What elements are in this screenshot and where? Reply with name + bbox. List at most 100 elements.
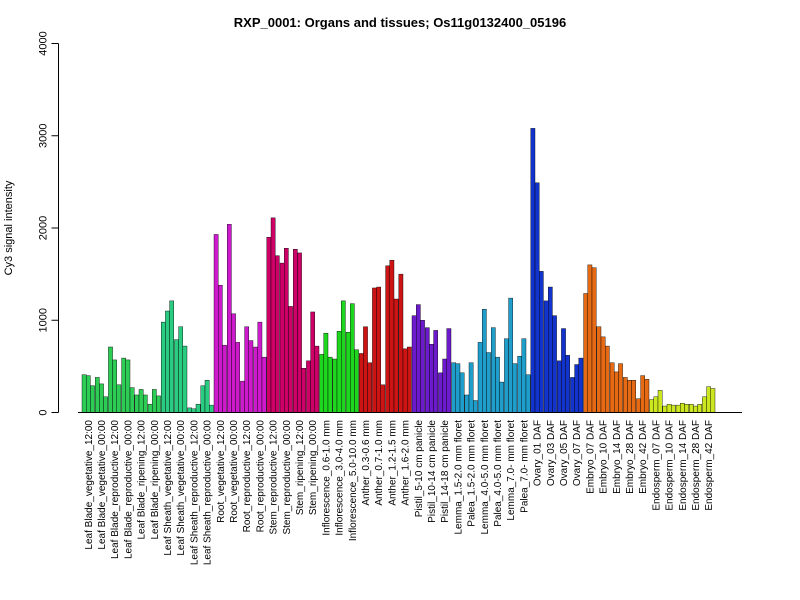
bar (187, 407, 193, 413)
x-tick-label: Leaf Sheath_reproductive_12:00 (189, 420, 200, 566)
bar (671, 404, 676, 413)
bar (583, 293, 588, 413)
bar (301, 368, 307, 413)
bar (587, 264, 593, 413)
bar (306, 360, 311, 413)
bar (442, 358, 448, 413)
bar (240, 380, 245, 413)
bar (350, 303, 355, 413)
bar (182, 345, 188, 413)
bar (380, 384, 386, 413)
bar (451, 362, 457, 413)
bar (662, 405, 668, 413)
bar (174, 339, 179, 413)
bar (257, 321, 263, 413)
bar (363, 326, 368, 413)
x-tick-label: Anther_0.7-1.0 mm (374, 420, 385, 506)
x-tick-label: Leaf Sheath_vegetative_00:00 (176, 420, 187, 556)
bar (314, 345, 320, 413)
bar (517, 356, 522, 413)
bar (108, 346, 113, 413)
x-tick-label: Inflorescence_3.0-4.0 mm (335, 420, 346, 536)
bar (614, 371, 619, 413)
bar (499, 381, 505, 413)
bar (359, 353, 364, 413)
chart-title: RXP_0001: Organs and tissues; Os11g01324… (234, 15, 566, 30)
x-tick-label: Ovary_05 DAF (559, 420, 570, 486)
bar (486, 352, 491, 413)
bar (156, 395, 161, 413)
bar (310, 311, 316, 413)
bar (482, 308, 487, 413)
bar (416, 304, 421, 413)
x-tick-label: Embryo_07 DAF (585, 420, 596, 494)
bar (244, 326, 250, 413)
bar (253, 346, 259, 413)
y-axis-label: Cy3 signal intensity (3, 180, 15, 275)
bar (618, 363, 623, 413)
bar (385, 265, 391, 413)
x-tick-label: Stem_ripening_00:00 (308, 420, 319, 516)
bar (90, 385, 95, 413)
bar (112, 359, 117, 413)
x-tick-label: Ovary_03 DAF (546, 420, 557, 486)
x-tick-label: Endosperm_07 DAF (651, 420, 662, 511)
bar (116, 384, 122, 413)
x-tick-label: Anther_0.3-0.6 mm (361, 420, 372, 506)
bar (222, 344, 227, 413)
bar (165, 310, 170, 413)
bar (200, 385, 206, 413)
bar (455, 363, 461, 413)
bar (367, 362, 373, 413)
bar (657, 390, 663, 413)
bar (231, 313, 236, 413)
bar (270, 217, 276, 413)
x-tick-label: Inflorescence_5.0-10.0 mm (348, 420, 359, 541)
bar (543, 300, 549, 413)
x-tick-label: Embryo_28 DAF (625, 420, 636, 494)
bar (372, 287, 377, 413)
bar (433, 330, 439, 413)
x-tick-label: Palea_1.5-2.0 mm floret (467, 420, 478, 527)
x-tick-label: Leaf Blade_reproductive_00:00 (123, 420, 134, 559)
x-tick-label: Ovary_01 DAF (533, 420, 544, 486)
bar (279, 262, 285, 413)
x-tick-label: Inflorescence_0.6-1.0 mm (321, 420, 332, 536)
bar (512, 363, 518, 413)
bar (134, 394, 140, 413)
bar (609, 362, 615, 413)
bar (389, 260, 395, 413)
y-tick-label: 1000 (38, 308, 50, 332)
bar (574, 364, 579, 413)
bar (631, 380, 636, 413)
bar (125, 359, 131, 413)
bar (693, 405, 698, 413)
x-tick-label: Palea_7.0- mm floret (519, 420, 530, 513)
x-tick-label: Anther_1.6-2.0 mm (401, 420, 412, 506)
bar (284, 248, 289, 413)
bar (623, 377, 628, 413)
bar (248, 340, 254, 413)
bar (354, 349, 359, 413)
x-tick-label: Anther_1.2-1.5 mm (387, 420, 398, 506)
bar (710, 388, 716, 413)
bar (649, 399, 654, 413)
x-tick-label: Leaf Blade_ripening_00:00 (150, 420, 161, 540)
x-tick-label: Endosperm_14 DAF (678, 420, 689, 511)
bar (473, 400, 478, 413)
bar (684, 404, 689, 413)
bar (644, 379, 650, 413)
x-tick-label: Pistil_10-14 cm panicle (427, 420, 438, 523)
bar (160, 321, 166, 413)
bar (393, 298, 399, 413)
x-tick-label: Leaf Sheath_vegetative_12:00 (163, 420, 174, 556)
x-tick-label: Root_reproductive_00:00 (255, 420, 266, 533)
bar (640, 375, 645, 413)
bar (99, 383, 104, 413)
bar (477, 342, 483, 413)
bar (323, 332, 329, 413)
bar (345, 332, 351, 413)
bar (495, 356, 500, 413)
x-tick-label: Embryo_42 DAF (638, 420, 649, 494)
bar (578, 357, 584, 413)
